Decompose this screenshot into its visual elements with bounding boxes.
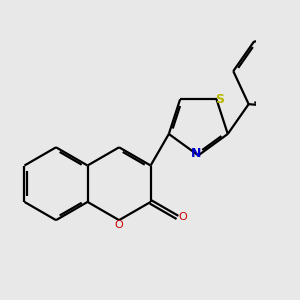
Text: N: N: [191, 147, 202, 160]
Text: O: O: [178, 212, 187, 222]
Text: O: O: [115, 220, 124, 230]
Text: S: S: [215, 93, 224, 106]
